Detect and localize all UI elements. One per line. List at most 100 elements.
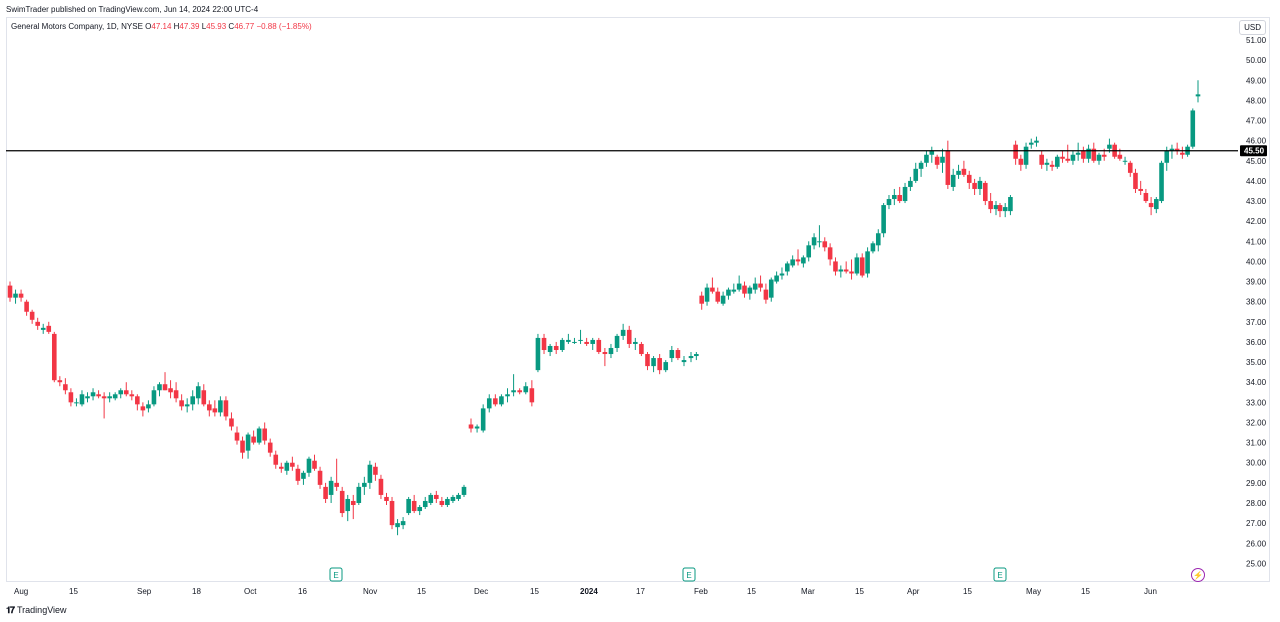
candle-body [207, 404, 212, 411]
candle-body [262, 428, 267, 441]
candle-body [439, 500, 445, 506]
x-axis-tick-label: 15 [1081, 587, 1090, 596]
candle-body [940, 156, 945, 163]
candle-body [85, 396, 90, 399]
candle-body [51, 333, 57, 381]
candle-body [1159, 162, 1164, 202]
candle-body [675, 350, 681, 359]
candle-body [726, 289, 731, 296]
high-label: H [173, 22, 180, 31]
candle-body [1180, 152, 1185, 155]
candle-body [913, 168, 919, 181]
candle-body [817, 241, 822, 243]
candle-body [710, 287, 715, 292]
candle-body [486, 398, 492, 409]
tradingview-logo-icon: 𝟏𝟕 [6, 605, 15, 615]
candle-body [223, 400, 229, 417]
candle-body [950, 174, 956, 187]
candle-body [1195, 94, 1201, 97]
y-axis-tick-label: 34.00 [1246, 378, 1267, 387]
candle-body [1018, 158, 1024, 165]
candle-body [1039, 154, 1044, 165]
candle-body [875, 233, 881, 246]
change-value: −0.88 (−1.85%) [256, 22, 312, 31]
x-axis-tick-label: Feb [694, 587, 708, 596]
y-axis-tick-label: 29.00 [1246, 479, 1267, 488]
candle-body [1133, 172, 1138, 189]
symbol-title[interactable]: General Motors Company, 1D, NYSE [11, 22, 143, 31]
horizontal-level-label-bg [1240, 145, 1267, 157]
candle-body [1034, 140, 1039, 143]
candle-body [747, 287, 753, 294]
candle-body [929, 150, 935, 155]
candle-body [870, 243, 876, 252]
candle-body [1049, 164, 1055, 167]
candle-body [1101, 154, 1107, 157]
candle-body [822, 241, 828, 248]
candle-body [499, 396, 504, 405]
candle-body [977, 180, 983, 189]
x-axis-tick-label: Oct [244, 587, 257, 596]
candle-body [547, 345, 553, 353]
candle-body [373, 466, 378, 475]
candle-body [428, 494, 434, 503]
candle-body [966, 174, 972, 183]
candle-body [811, 237, 817, 246]
x-axis-tick-label: Nov [363, 587, 377, 596]
y-axis-tick-label: 46.00 [1246, 137, 1267, 146]
candle-body [356, 486, 362, 503]
candle-body [956, 170, 961, 175]
candle-body [688, 356, 694, 359]
candle-body [1070, 154, 1076, 161]
candle-body [395, 523, 400, 528]
x-axis-tick-label: Mar [801, 587, 815, 596]
candle-body [13, 293, 18, 298]
y-axis-tick-label: 33.00 [1246, 398, 1267, 407]
candle-body [7, 285, 13, 298]
candle-body [312, 460, 317, 469]
candle-body [445, 498, 450, 506]
candle-body [267, 442, 273, 453]
candle-body [328, 480, 334, 495]
low-label: L [201, 22, 207, 31]
horizontal-level-label: 45.50 [1244, 147, 1265, 156]
candle-body [301, 472, 306, 479]
y-axis-tick-label: 41.00 [1246, 237, 1267, 246]
candle-body [290, 462, 295, 467]
candle-body [918, 162, 924, 169]
tradingview-logo[interactable]: 𝟏𝟕 TradingView [6, 605, 67, 616]
y-axis-tick-label: 45.00 [1246, 157, 1267, 166]
y-axis-tick-label: 30.00 [1246, 459, 1267, 468]
y-axis-tick-label: 32.00 [1246, 418, 1267, 427]
candle-body [1117, 154, 1123, 159]
candle-body [758, 283, 763, 288]
candle-body [669, 350, 675, 359]
y-axis-tick-label: 27.00 [1246, 519, 1267, 528]
candle-body [1174, 148, 1180, 151]
candle-body [961, 168, 967, 175]
candle-body [1107, 144, 1112, 149]
candle-body [897, 195, 902, 202]
candle-body [651, 358, 656, 367]
close-label: C [228, 22, 235, 31]
candle-body [212, 408, 218, 413]
candle-body [1075, 152, 1081, 155]
x-axis-tick-label: Jun [1144, 587, 1157, 596]
open-label: O [145, 22, 152, 31]
candle-body [201, 390, 207, 405]
candle-body [849, 271, 854, 274]
candle-body [323, 486, 328, 499]
x-axis-tick-label: 15 [530, 587, 539, 596]
candle-body [135, 396, 140, 405]
candle-body [902, 186, 908, 202]
candle-body [123, 390, 129, 395]
candle-body [468, 424, 474, 429]
candle-body [168, 388, 173, 393]
candle-body [801, 257, 806, 264]
currency-button[interactable]: USD [1239, 20, 1266, 35]
y-axis-tick-label: 39.00 [1246, 278, 1267, 287]
candle-body [1008, 197, 1013, 212]
candle-body [699, 295, 705, 304]
